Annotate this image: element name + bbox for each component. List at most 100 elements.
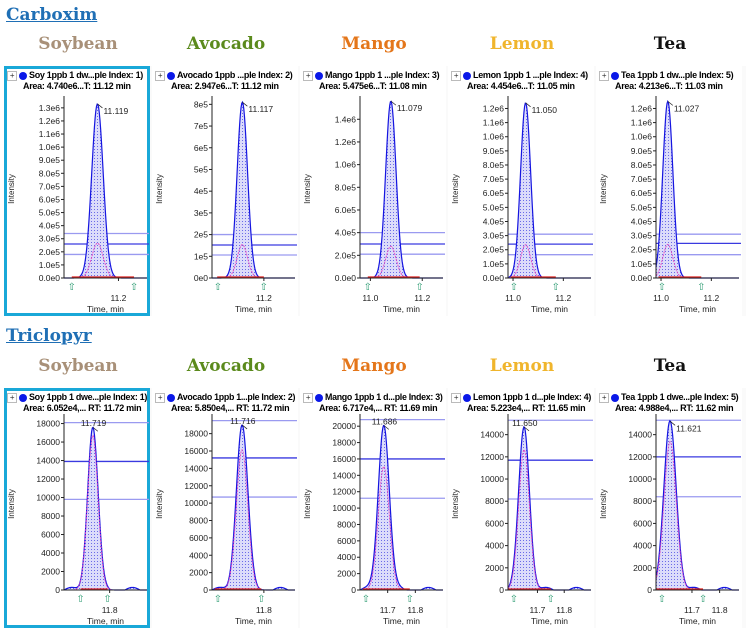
panel-header: + Tea 1ppb 1 dwe...ple Index: 5) Area: 4.…	[599, 392, 739, 414]
sample-label: Soy 1ppb 1 dw...ple Index: 1)	[29, 70, 143, 80]
y-tick-label: 18000	[184, 429, 208, 439]
y-tick-label: 7.0e5	[39, 181, 61, 191]
chromatogram-panel-tea[interactable]: + Tea 1ppb 1 dw...ple Index: 5) Area: 4.2…	[596, 66, 742, 316]
integration-marker-icon: ⇧	[552, 282, 560, 293]
y-tick-label: 1.2e6	[335, 137, 357, 147]
y-tick-label: 1.0e5	[631, 259, 653, 269]
rt-leader-line	[390, 100, 397, 106]
y-axis-label: Intensity	[155, 489, 164, 519]
y-tick-label: 10000	[36, 493, 60, 503]
series-dot-icon	[19, 393, 27, 402]
series-dot-icon	[315, 71, 323, 80]
rt-label: 11.686	[372, 416, 398, 426]
expand-icon[interactable]: +	[303, 70, 313, 81]
area-rt-label: Area: 4.740e6...T: 11.12 min	[23, 81, 131, 91]
series-dot-icon	[19, 71, 27, 80]
area-rt-label: Area: 4.213e6...T: 11.03 min	[615, 81, 723, 91]
y-axis-label: Intensity	[7, 489, 16, 519]
rt-leader-line	[92, 426, 99, 432]
chromatogram-plot: 0.0e0 1.0e5 2.0e5 3.0e5 4.0e5 5.0e5 6.0e5 7.0e5…	[451, 96, 593, 314]
expand-icon[interactable]: +	[303, 392, 313, 403]
secondary-trace-line	[63, 434, 147, 591]
sample-names-row-1: Soybean Avocado Mango Lemon Tea	[0, 34, 750, 58]
expand-icon[interactable]: +	[599, 392, 609, 403]
sample-label: Lemon 1ppb 1 d...ple Index: 4)	[473, 392, 591, 402]
panel-header: + Avocado 1ppb ...ple Index: 2) Area: 2.9…	[155, 70, 295, 92]
chromatogram-plot: 0.0e0 1.0e5 2.0e5 3.0e5 4.0e5 5.0e5 6.0e5 7.0e5…	[599, 96, 741, 314]
area-rt-label: Area: 5.475e6...T: 11.08 min	[319, 81, 427, 91]
secondary-trace-line	[211, 449, 295, 591]
peak-area-fill	[508, 426, 591, 590]
y-tick-label: 1.2e6	[631, 103, 653, 113]
x-axis-label: Time, min	[679, 616, 716, 626]
chromatogram-panel-tea[interactable]: + Tea 1ppb 1 dwe...ple Index: 5) Area: 4.…	[596, 388, 742, 628]
chromatogram-panel-mango[interactable]: + Mango 1ppb 1 d...ple Index: 3) Area: 6.…	[300, 388, 446, 628]
integration-marker-icon: ⇧	[103, 594, 111, 605]
expand-icon[interactable]: +	[451, 70, 461, 81]
y-tick-label: 8.0e5	[483, 160, 505, 170]
y-tick-label: 8e5	[194, 99, 208, 109]
chromatogram-panel-avocado[interactable]: + Avocado 1ppb 1...ple Index: 2) Area: 5.…	[152, 388, 298, 628]
y-tick-label: 6000	[485, 518, 504, 528]
expand-icon[interactable]: +	[7, 392, 17, 403]
sample-name-avocado: Avocado	[186, 356, 266, 376]
x-axis-label: Time, min	[87, 616, 124, 626]
y-tick-label: 2000	[189, 568, 208, 578]
expand-icon[interactable]: +	[599, 70, 609, 81]
y-tick-label: 4.0e5	[39, 221, 61, 231]
sample-label: Mango 1ppb 1 ...ple Index: 3)	[325, 70, 440, 80]
y-tick-label: 5.0e5	[631, 202, 653, 212]
y-tick-label: 10000	[332, 503, 356, 513]
y-tick-label: 20000	[332, 421, 356, 431]
y-tick-label: 8000	[189, 516, 208, 526]
y-tick-label: 3.0e5	[631, 231, 653, 241]
chromatogram-panel-mango[interactable]: + Mango 1ppb 1 ...ple Index: 3) Area: 5.4…	[300, 66, 446, 316]
y-tick-label: 1.1e6	[483, 118, 505, 128]
y-axis-label: Intensity	[303, 174, 312, 204]
y-tick-label: 4000	[189, 550, 208, 560]
y-tick-label: 0	[203, 585, 208, 595]
chromatogram-row-carboxim: + Soy 1ppb 1 dw...ple Index: 1) Area: 4.7…	[4, 66, 746, 316]
panel-header: + Soy 1ppb 1 dwe...ple Index: 1) Area: 6.…	[7, 392, 147, 414]
y-tick-label: 3e5	[194, 208, 208, 218]
expand-icon[interactable]: +	[7, 70, 17, 81]
y-tick-label: 8.0e5	[335, 182, 357, 192]
integration-marker-icon: ⇧	[697, 282, 705, 293]
y-tick-label: 8.0e5	[631, 160, 653, 170]
chromatogram-panel-avocado[interactable]: + Avocado 1ppb ...ple Index: 2) Area: 2.9…	[152, 66, 298, 316]
expand-icon[interactable]: +	[451, 392, 461, 403]
chromatogram-panel-lemon[interactable]: + Lemon 1ppb 1 ...ple Index: 4) Area: 4.4…	[448, 66, 594, 316]
y-tick-label: 6.0e5	[631, 188, 653, 198]
x-axis-label: Time, min	[383, 616, 420, 626]
integration-marker-icon: ⇧	[130, 282, 138, 293]
area-rt-label: Area: 4.988e4,... RT: 11.62 min	[615, 403, 734, 413]
sample-label: Lemon 1ppb 1 ...ple Index: 4)	[473, 70, 588, 80]
sample-name-lemon: Lemon	[489, 356, 555, 376]
y-tick-label: 5.0e5	[483, 202, 505, 212]
integration-marker-icon: ⇧	[547, 594, 555, 605]
y-tick-label: 1.1e6	[39, 129, 61, 139]
peak-trace-line	[507, 425, 591, 591]
series-dot-icon	[463, 393, 471, 402]
chromatogram-panel-soybean[interactable]: + Soy 1ppb 1 dw...ple Index: 1) Area: 4.7…	[4, 66, 150, 316]
section-title-triclopyr: Triclopyr	[6, 326, 92, 346]
y-tick-label: 14000	[628, 430, 652, 440]
peak-area-fill	[508, 103, 591, 278]
y-tick-label: 18000	[332, 438, 356, 448]
y-tick-label: 16000	[36, 437, 60, 447]
chromatogram-panel-soybean[interactable]: + Soy 1ppb 1 dwe...ple Index: 1) Area: 6.…	[4, 388, 150, 628]
rt-label: 11.027	[674, 103, 700, 113]
sample-name-soybean: Soybean	[38, 34, 118, 54]
expand-icon[interactable]: +	[155, 392, 165, 403]
expand-icon[interactable]: +	[155, 70, 165, 81]
y-tick-label: 1.0e6	[39, 142, 61, 152]
y-tick-label: 2.0e5	[335, 250, 357, 260]
y-tick-label: 0	[351, 585, 356, 595]
chromatogram-panel-lemon[interactable]: + Lemon 1ppb 1 d...ple Index: 4) Area: 5.…	[448, 388, 594, 628]
panel-header: + Soy 1ppb 1 dw...ple Index: 1) Area: 4.7…	[7, 70, 147, 92]
rt-leader-line	[241, 424, 248, 430]
x-tick-label: 11.2	[256, 293, 272, 303]
sample-name-avocado: Avocado	[186, 34, 266, 54]
rt-label: 11.119	[103, 106, 128, 116]
